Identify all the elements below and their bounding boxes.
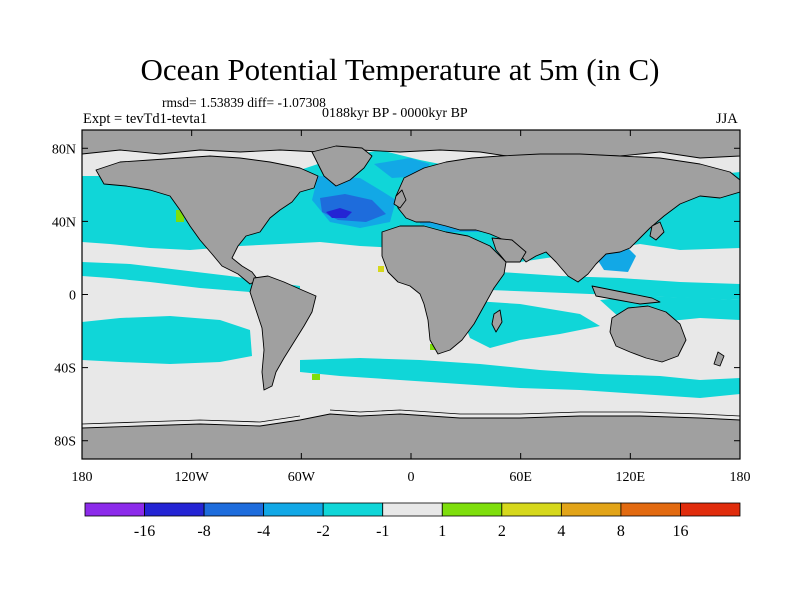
land-antarctica bbox=[82, 413, 740, 459]
land-australia bbox=[609, 305, 687, 363]
anomaly-region bbox=[460, 300, 600, 348]
colorbar-label: 16 bbox=[672, 523, 688, 540]
anomaly-region bbox=[326, 208, 352, 218]
x-tick-label: 120E bbox=[616, 470, 646, 485]
land-arabia bbox=[491, 237, 527, 263]
anomaly-region bbox=[440, 270, 740, 300]
anomaly-region bbox=[300, 358, 740, 398]
colorbar-label: -2 bbox=[317, 523, 330, 540]
land-arctic-cap bbox=[82, 130, 740, 159]
coastline bbox=[329, 409, 740, 417]
land-japan bbox=[649, 221, 665, 241]
colorbar-swatch bbox=[263, 502, 324, 517]
colorbar-swatch bbox=[441, 502, 503, 517]
colorbar-label: -1 bbox=[376, 523, 389, 540]
x-tick-label: 60W bbox=[288, 470, 316, 485]
colorbar-swatch bbox=[620, 502, 681, 517]
colorbar-swatch bbox=[84, 502, 145, 517]
y-tick-label: 40S bbox=[54, 362, 76, 377]
colorbar-swatch bbox=[560, 502, 622, 517]
land-uk bbox=[393, 189, 407, 209]
colorbar-labels: -16 -8 -4 -2 -1 1 2 4 8 16 bbox=[134, 523, 689, 540]
colorbar-label: -16 bbox=[134, 523, 155, 540]
x-axis: 180 120W 60W 0 60E 120E 180 bbox=[72, 130, 751, 485]
y-axis: 80N 40N 0 40S 80S bbox=[52, 142, 740, 450]
colorbar-swatch bbox=[203, 502, 265, 517]
season-label: JJA bbox=[716, 111, 738, 127]
x-tick-label: 180 bbox=[730, 470, 751, 485]
period-label: 0188kyr BP - 0000kyr BP bbox=[322, 106, 468, 121]
land-africa bbox=[381, 225, 507, 355]
anomaly-region bbox=[378, 266, 384, 272]
colorbar-label: -8 bbox=[197, 523, 210, 540]
land-south-america bbox=[249, 275, 317, 391]
colorbar-boxes bbox=[84, 502, 741, 517]
x-tick-label: 60E bbox=[509, 470, 532, 485]
land-greenland bbox=[311, 145, 373, 187]
y-tick-label: 40N bbox=[52, 215, 76, 230]
colorbar-label: 1 bbox=[438, 523, 446, 540]
x-tick-label: 0 bbox=[408, 470, 415, 485]
anomaly-region bbox=[82, 316, 252, 364]
stats-label: rmsd= 1.53839 diff= -1.07308 bbox=[162, 95, 326, 110]
y-tick-label: 80N bbox=[52, 142, 76, 157]
experiment-label: Expt = tevTd1-tevta1 bbox=[83, 111, 208, 127]
map-title: Ocean Potential Temperature at 5m (in C) bbox=[140, 52, 660, 87]
land-new-zealand bbox=[713, 351, 725, 367]
y-tick-label: 80S bbox=[54, 435, 76, 450]
colorbar-label: 2 bbox=[498, 523, 506, 540]
anomaly-region bbox=[82, 262, 300, 296]
colorbar-swatch bbox=[322, 502, 384, 517]
x-tick-label: 120W bbox=[175, 470, 210, 485]
landmasses bbox=[82, 130, 740, 459]
colorbar-label: -4 bbox=[257, 523, 270, 540]
colorbar-swatch bbox=[144, 502, 205, 517]
anomaly-region bbox=[312, 374, 320, 380]
colorbar-swatch bbox=[382, 502, 443, 517]
x-tick-label: 180 bbox=[72, 470, 93, 485]
colorbar-swatch bbox=[501, 502, 562, 517]
coastlines bbox=[82, 409, 740, 425]
colorbar-swatch bbox=[680, 502, 741, 517]
y-tick-label: 0 bbox=[69, 289, 76, 304]
land-eurasia bbox=[395, 153, 740, 283]
coastline bbox=[82, 415, 301, 425]
land-madagascar bbox=[491, 309, 503, 333]
land-north-america bbox=[95, 155, 319, 285]
land-indonesia bbox=[591, 285, 661, 305]
colorbar-label: 8 bbox=[617, 523, 625, 540]
colorbar-label: 4 bbox=[557, 523, 565, 540]
